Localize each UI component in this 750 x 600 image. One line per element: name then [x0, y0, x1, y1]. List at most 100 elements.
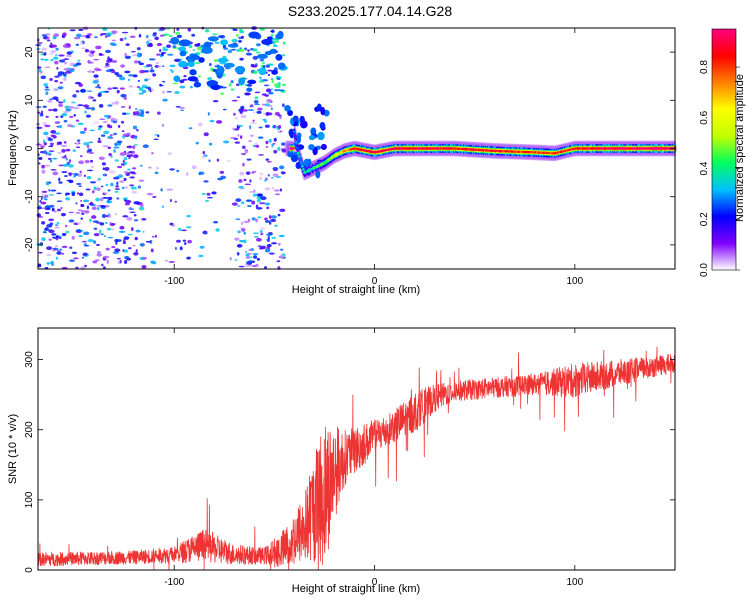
noise-blob	[43, 131, 49, 136]
noise-blob	[146, 192, 154, 196]
noise-blob	[56, 251, 62, 255]
noise-blob	[40, 110, 44, 115]
noise-blob	[128, 85, 134, 88]
noise-blob	[38, 204, 42, 207]
noise-blob	[273, 124, 276, 129]
noise-blob	[270, 88, 274, 90]
noise-blob	[120, 64, 125, 68]
noise-blob	[279, 165, 285, 170]
noise-blob	[58, 141, 62, 145]
noise-blob	[105, 35, 108, 39]
noise-blob	[137, 185, 142, 189]
noise-blob	[255, 144, 260, 148]
x-tick-label: 100	[566, 276, 583, 287]
noise-blob	[98, 229, 102, 234]
noise-blob	[44, 66, 51, 69]
noise-blob	[195, 141, 200, 145]
noise-blob	[270, 107, 273, 111]
noise-blob	[76, 182, 82, 185]
noise-blob	[78, 192, 84, 197]
noise-blob	[281, 103, 285, 108]
noise-blob	[48, 53, 54, 55]
noise-blob	[247, 83, 253, 87]
noise-blob	[61, 266, 68, 269]
noise-blob	[179, 50, 187, 57]
noise-blob	[138, 206, 145, 211]
noise-blob	[141, 265, 147, 269]
noise-blob	[265, 146, 269, 148]
noise-blob	[186, 214, 192, 218]
noise-blob	[246, 87, 253, 92]
noise-blob	[276, 78, 281, 80]
noise-blob	[257, 193, 263, 197]
noise-blob	[253, 255, 258, 259]
noise-blob	[54, 132, 61, 135]
noise-blob	[204, 29, 210, 33]
noise-blob	[57, 86, 64, 90]
noise-blob	[40, 201, 47, 205]
noise-blob	[58, 103, 64, 107]
track-blob	[292, 115, 299, 122]
noise-blob	[44, 88, 50, 91]
noise-blob	[282, 83, 287, 86]
noise-blob	[99, 197, 104, 202]
noise-blob	[234, 117, 238, 120]
noise-blob	[68, 180, 74, 184]
noise-blob	[73, 257, 79, 260]
noise-blob	[102, 120, 108, 124]
noise-blob	[264, 187, 271, 191]
noise-blob	[162, 48, 169, 52]
noise-blob	[258, 154, 265, 156]
noise-blob	[100, 204, 106, 208]
noise-blob	[86, 175, 92, 180]
noise-blob	[128, 157, 131, 159]
noise-blob	[201, 155, 205, 159]
noise-blob	[256, 53, 268, 59]
noise-blob	[63, 58, 70, 60]
noise-blob	[191, 165, 197, 170]
noise-blob	[190, 55, 201, 61]
noise-blob	[249, 125, 252, 130]
noise-blob	[274, 193, 281, 196]
noise-blob	[271, 79, 274, 84]
noise-blob	[270, 30, 275, 33]
noise-blob	[225, 67, 231, 70]
noise-blob	[50, 130, 57, 134]
noise-blob	[116, 74, 123, 78]
noise-blob	[100, 185, 104, 188]
track-core	[295, 141, 298, 144]
noise-blob	[116, 197, 119, 200]
noise-blob	[248, 139, 252, 143]
noise-blob	[188, 127, 193, 130]
noise-blob	[61, 245, 68, 249]
noise-blob	[71, 235, 75, 240]
noise-blob	[79, 170, 82, 174]
noise-blob	[145, 111, 150, 114]
noise-blob	[105, 32, 113, 36]
noise-blob	[238, 28, 243, 32]
noise-blob	[276, 260, 281, 263]
noise-blob	[93, 227, 98, 230]
noise-blob	[252, 119, 255, 122]
noise-blob	[51, 44, 57, 48]
noise-blob	[250, 47, 254, 51]
noise-blob	[236, 96, 241, 98]
noise-blob	[67, 124, 74, 128]
noise-blob	[249, 179, 252, 183]
noise-blob	[52, 108, 58, 112]
noise-blob	[236, 252, 240, 256]
noise-blob	[128, 208, 135, 210]
noise-blob	[104, 204, 110, 208]
noise-blob	[41, 193, 46, 196]
noise-blob	[257, 107, 263, 111]
noise-blob	[65, 192, 71, 196]
noise-blob	[251, 217, 256, 221]
noise-blob	[273, 44, 278, 48]
noise-blob	[235, 34, 239, 38]
noise-blob	[116, 181, 119, 186]
noise-blob	[250, 248, 254, 251]
noise-blob	[117, 124, 121, 128]
noise-blob	[119, 152, 127, 156]
noise-blob	[130, 186, 137, 190]
